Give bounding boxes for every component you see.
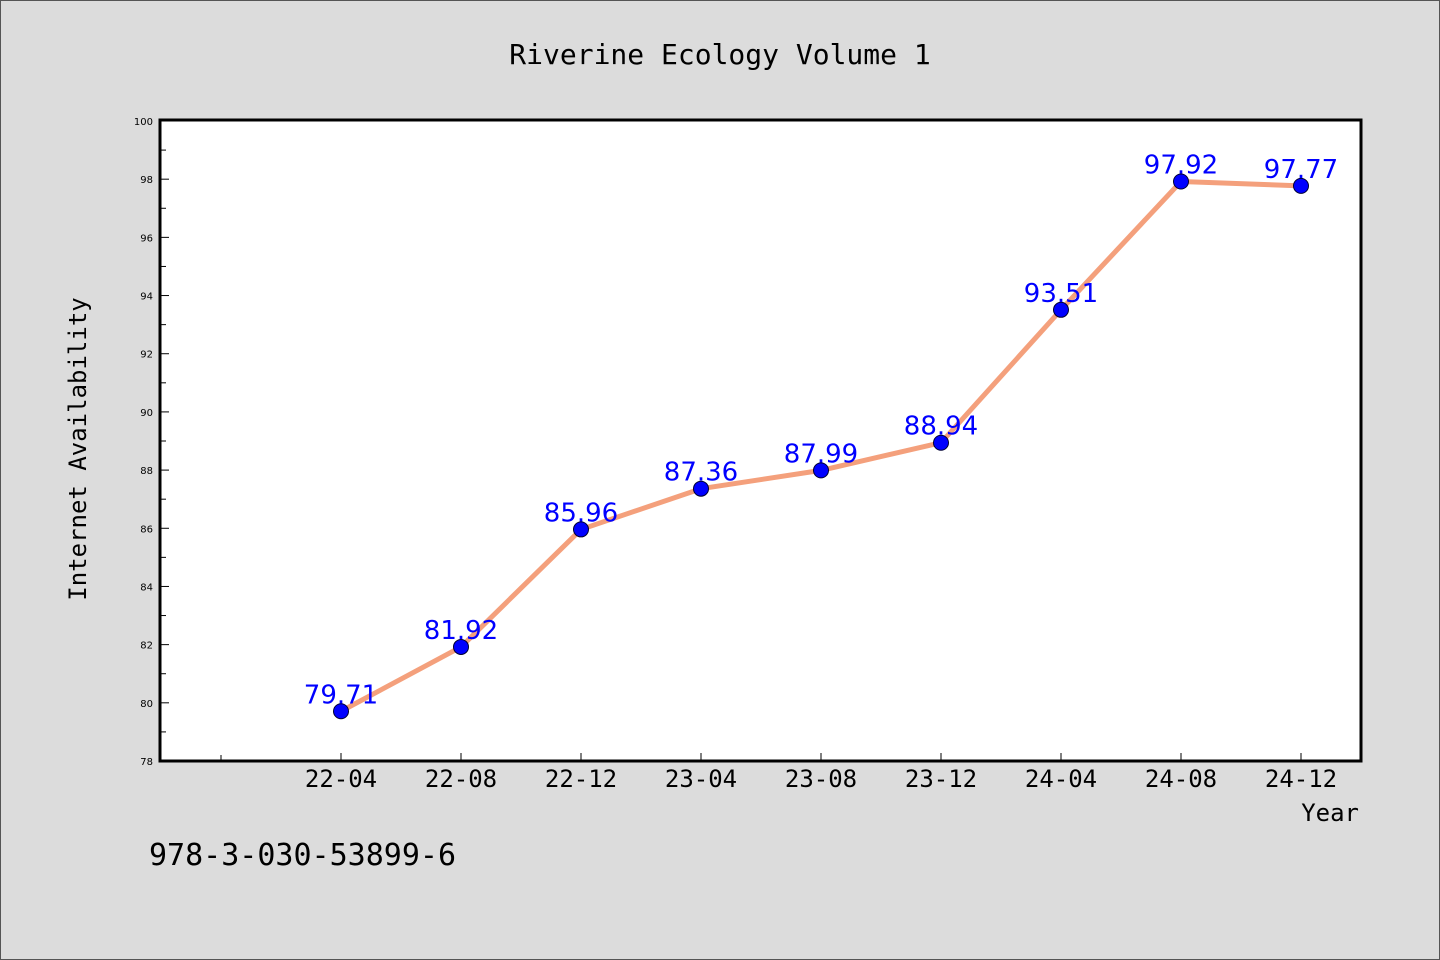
y-tick-label: 90 [140, 408, 153, 419]
data-label: 87.99 [784, 439, 858, 469]
data-point [1173, 173, 1189, 190]
data-point [453, 638, 469, 655]
data-label: 85.96 [544, 498, 618, 528]
chart-title: Riverine Ecology Volume 1 [509, 38, 930, 71]
x-tick-label: 23-08 [785, 765, 857, 793]
plot-area [158, 118, 1363, 763]
y-axis-label: Internet Availability [64, 297, 92, 600]
data-point [1053, 301, 1069, 318]
x-tick-label: 22-12 [545, 765, 617, 793]
x-tick-label: 24-08 [1145, 765, 1217, 793]
data-point [1293, 177, 1309, 194]
y-tick-label: 100 [134, 117, 153, 128]
x-tick-label: 22-04 [305, 765, 377, 793]
data-label: 88.94 [904, 412, 978, 442]
y-tick-label: 94 [140, 292, 153, 303]
data-point [573, 521, 589, 538]
data-point [333, 703, 349, 720]
y-tick-label: 78 [140, 757, 153, 768]
y-tick-label: 80 [140, 699, 153, 710]
y-tick-label: 92 [140, 350, 153, 361]
x-tick-label: 24-04 [1025, 765, 1097, 793]
data-label: 97.77 [1264, 155, 1338, 185]
isbn-text: 978-3-030-53899-6 [149, 838, 456, 873]
data-label: 97.92 [1144, 151, 1218, 181]
y-tick-label: 82 [140, 641, 153, 652]
series-layer: 79.71 81.92 85.96 87.36 87.99 88.94 93.51 97.92… [304, 151, 1338, 720]
y-tick-label: 84 [140, 582, 153, 593]
data-label: 87.36 [664, 458, 738, 488]
x-tick-label: 23-12 [905, 765, 977, 793]
data-point [693, 480, 709, 497]
x-tick-label: 23-04 [665, 765, 737, 793]
x-tick-label: 22-08 [425, 765, 497, 793]
data-point [813, 462, 829, 479]
y-tick-label: 86 [140, 524, 153, 535]
x-tick-label: 24-12 [1265, 765, 1337, 793]
y-tick-label: 96 [140, 233, 153, 244]
data-label: 79.71 [304, 680, 378, 710]
y-tick-label: 88 [140, 466, 153, 477]
x-axis: 22-04 22-08 22-12 23-04 23-08 23-12 24-04 24-08… [220, 753, 1337, 793]
y-tick-label: 98 [140, 175, 153, 186]
data-label: 81.92 [424, 616, 498, 646]
y-axis: 78 80 82 84 86 88 90 92 94 96 98 100 [134, 117, 169, 768]
x-axis-label: Year [1301, 799, 1359, 827]
data-point [933, 434, 949, 451]
data-label: 93.51 [1024, 279, 1098, 309]
